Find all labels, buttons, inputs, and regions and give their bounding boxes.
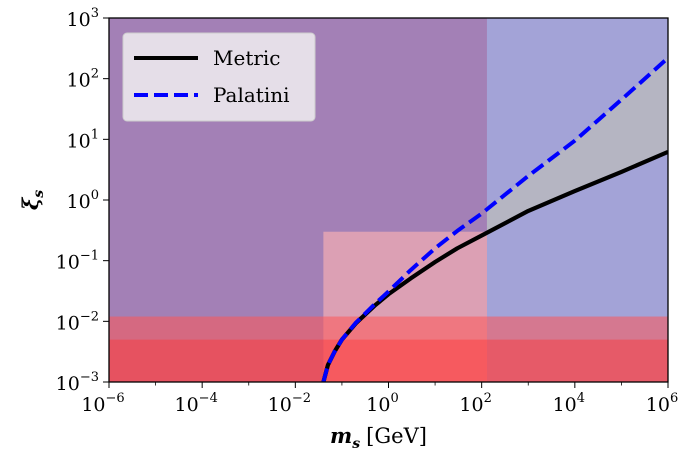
- series-lines: [321, 56, 668, 382]
- x-tick-label: 106: [646, 391, 678, 416]
- legend-box: [122, 32, 316, 122]
- x-axis-subscript: s: [352, 436, 360, 450]
- series-line-palatini: [321, 56, 668, 382]
- y-tick-label: 10−3: [56, 370, 99, 395]
- y-tick-label: 102: [67, 67, 99, 92]
- legend-label-palatini: Palatini: [213, 83, 290, 107]
- y-axis-label: ξs: [18, 190, 47, 210]
- x-tick-label: 10−6: [81, 391, 124, 416]
- x-axis-unit: [GeV]: [366, 424, 427, 448]
- region-red-band-upper: [109, 316, 668, 382]
- series-line-metric: [321, 149, 668, 382]
- x-tick-label: 102: [459, 391, 491, 416]
- x-axis-symbol: m: [330, 423, 352, 448]
- y-tick-label: 100: [67, 188, 99, 213]
- y-tick-label: 10−2: [56, 309, 99, 334]
- y-axis-symbol: ξ: [18, 196, 43, 210]
- y-tick-label: 103: [67, 6, 99, 31]
- region-grey-between-curves: [486, 57, 668, 233]
- x-tick-label: 100: [366, 391, 398, 416]
- axis-ticks: 10−6 10−4 10−2 100 102 104 106 10−3 10−2 10−1 100 1…: [56, 6, 679, 416]
- y-axis-subscript: s: [31, 190, 47, 198]
- x-tick-label: 104: [553, 391, 585, 416]
- region-red-band-lower: [109, 339, 668, 382]
- x-tick-label: 10−2: [268, 391, 311, 416]
- legend-label-metric: Metric: [213, 46, 281, 70]
- legend: Metric Palatini: [122, 32, 316, 122]
- y-tick-label: 10−1: [56, 249, 99, 274]
- x-tick-label: 10−4: [174, 391, 217, 416]
- x-axis-label: ms [GeV]: [330, 423, 427, 450]
- y-tick-label: 101: [67, 127, 99, 152]
